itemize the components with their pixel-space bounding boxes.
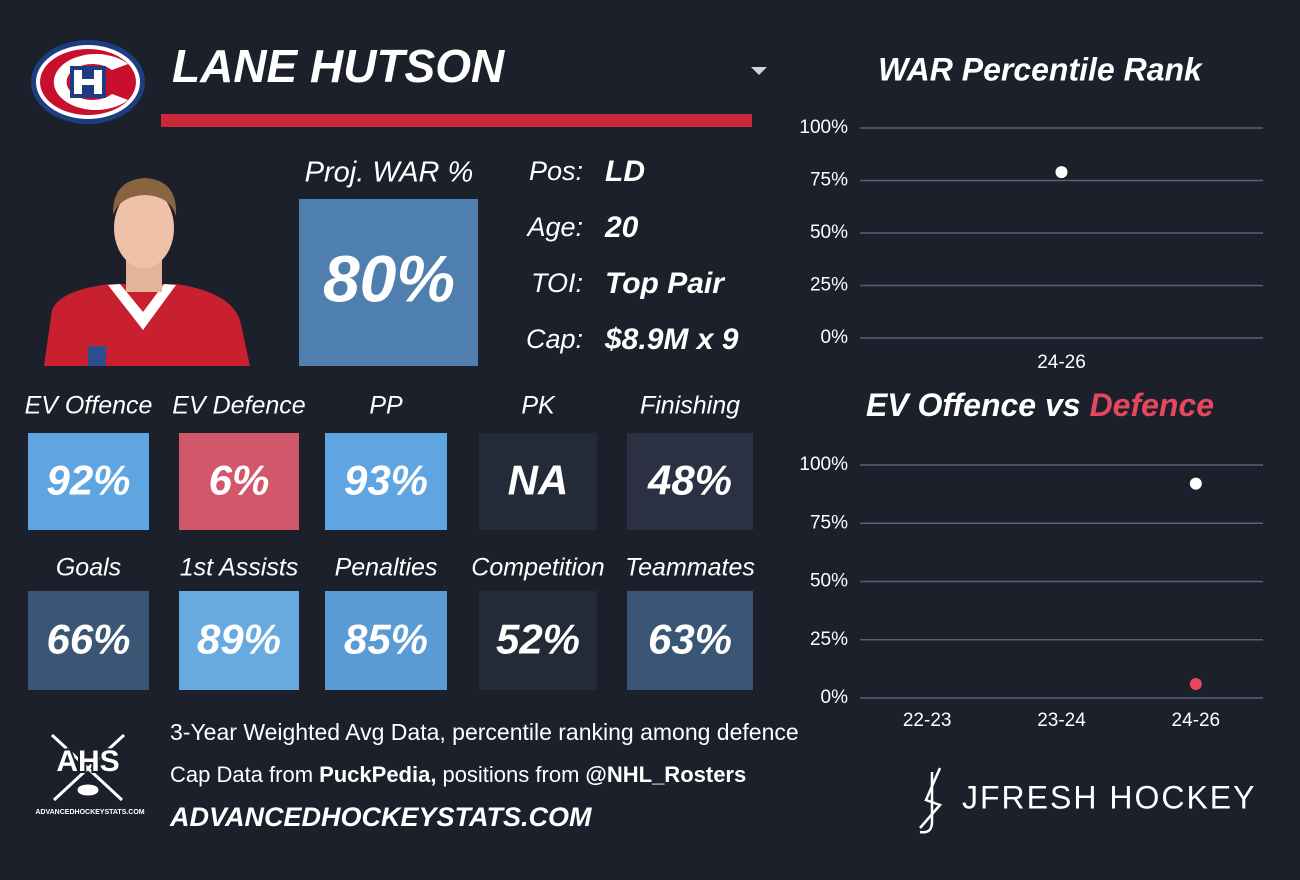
jfresh-logo: [919, 767, 943, 834]
y-tick-label: 100%: [799, 117, 848, 138]
bio-value: $8.9M x 9: [604, 323, 739, 356]
chart-title: EV Offence vs Defence: [866, 387, 1214, 423]
bio-value: Top Pair: [605, 267, 726, 300]
y-tick-label: 75%: [810, 512, 848, 533]
x-tick-label: 23-24: [1037, 710, 1086, 731]
stat-value: 92%: [46, 457, 130, 504]
stat-value: 89%: [197, 616, 281, 663]
brand-text: JFRESH HOCKEY: [962, 779, 1256, 815]
stat-tile: [179, 433, 299, 530]
chart-title-part: Defence: [1090, 387, 1215, 423]
x-tick-label: 24-26: [1172, 710, 1221, 731]
chart-title: WAR Percentile Rank: [878, 51, 1204, 87]
y-tick-label: 75%: [810, 170, 848, 191]
y-tick-label: 25%: [810, 275, 848, 296]
ahs-logo-text: AHS: [56, 745, 119, 778]
stat-tile: [479, 591, 597, 690]
stat-tile: [325, 433, 447, 530]
stat-label: Goals: [56, 554, 121, 582]
stat-value: 85%: [344, 616, 428, 663]
credit-part: Cap Data from: [170, 762, 313, 787]
y-tick-label: 100%: [799, 454, 848, 475]
x-tick-label: 22-23: [903, 710, 952, 731]
footer-site: ADVANCEDHOCKEYSTATS.COM: [169, 802, 592, 832]
bio-label: TOI:: [531, 268, 583, 298]
footer-note: 3-Year Weighted Avg Data, percentile ran…: [170, 719, 799, 745]
stat-tile: [479, 433, 597, 530]
stat-value: 6%: [209, 457, 270, 504]
stat-tile: [325, 591, 447, 690]
stat-label: EV Offence: [25, 392, 153, 420]
credit-part: @NHL_Rosters: [585, 762, 746, 787]
stat-value: 48%: [647, 457, 732, 504]
stat-label: EV Defence: [172, 392, 305, 420]
footer-credits: Cap Data from PuckPedia, positions from @NH…: [170, 762, 746, 787]
stat-value: NA: [508, 457, 569, 504]
ahs-logo: [50, 733, 126, 802]
chart-title-part: EV Offence vs: [866, 387, 1081, 423]
ahs-logo-subtext: ADVANCEDHOCKEYSTATS.COM: [35, 809, 144, 816]
y-tick-label: 50%: [810, 571, 848, 592]
bio-label: Cap:: [526, 324, 583, 354]
team-logo: [31, 40, 145, 124]
bio-label: Age:: [525, 212, 583, 242]
stat-label: Penalties: [335, 554, 438, 582]
stat-tile: [179, 591, 299, 690]
y-tick-label: 0%: [821, 687, 849, 708]
data-point: [1055, 166, 1068, 179]
stat-label: PP: [369, 392, 403, 420]
stat-label: Finishing: [640, 392, 740, 420]
proj-war-label: Proj. WAR %: [305, 157, 474, 189]
stat-value: 52%: [496, 616, 580, 663]
data-point: [1189, 477, 1202, 490]
proj-war-value: 80%: [323, 241, 455, 315]
data-point: [1189, 678, 1202, 691]
stat-label: PK: [521, 392, 556, 420]
stat-value: 93%: [344, 457, 428, 504]
stat-tile: [627, 433, 753, 530]
stat-tile: [28, 433, 149, 530]
stat-value: 63%: [648, 616, 732, 663]
stat-tile: [627, 591, 753, 690]
credit-part: PuckPedia,: [319, 762, 436, 787]
stat-value: 66%: [46, 616, 130, 663]
dropdown-arrow[interactable]: [751, 67, 767, 75]
stat-label: Teammates: [625, 554, 755, 582]
y-tick-label: 50%: [810, 222, 848, 243]
player-photo: [44, 178, 250, 366]
stat-tile: [28, 591, 149, 690]
stat-label: Competition: [471, 554, 604, 582]
y-tick-label: 25%: [810, 629, 848, 650]
bio-value: 20: [604, 211, 639, 244]
proj-war-tile: [299, 199, 478, 366]
player-name: LANE HUTSON: [172, 40, 505, 92]
bio-label: Pos:: [529, 156, 583, 186]
x-tick-label: 24-26: [1037, 352, 1086, 373]
stat-label: 1st Assists: [180, 554, 299, 582]
name-underline: [161, 114, 752, 127]
bio-value: LD: [605, 155, 645, 188]
y-tick-label: 0%: [821, 327, 849, 348]
credit-part: positions from: [442, 762, 579, 787]
